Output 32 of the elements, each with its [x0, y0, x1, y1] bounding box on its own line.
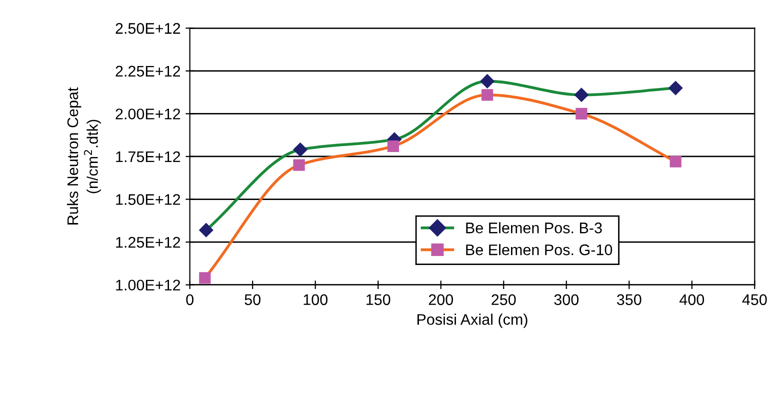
- x-tick-label: 100: [304, 294, 328, 306]
- y-tick-label: 1.50E+12: [116, 194, 180, 205]
- point: [198, 222, 214, 238]
- y-tick-label: 1.25E+12: [116, 236, 180, 248]
- point: [293, 159, 305, 171]
- point: [670, 156, 682, 168]
- x-tick-label: 0: [186, 294, 194, 306]
- x-tick-label: 450: [742, 294, 767, 306]
- y-tick-label: 2.25E+12: [116, 66, 180, 77]
- y-tick-label: 1.75E+12: [116, 151, 180, 162]
- point: [293, 142, 308, 157]
- y-tick-label: 1.00E+12: [116, 280, 180, 291]
- point: [576, 108, 588, 120]
- x-tick-label: 50: [244, 294, 260, 306]
- legend-label: Be Elemen Pos. B-3: [466, 222, 602, 234]
- y-tick-label: 2.00E+12: [116, 108, 180, 120]
- point: [199, 272, 211, 284]
- point: [668, 80, 683, 96]
- x-tick-label: 250: [492, 294, 516, 306]
- point: [387, 140, 399, 152]
- point: [480, 74, 495, 88]
- x-tick-label: 150: [366, 294, 390, 306]
- x-axis-title: Posisi Axial (cm): [417, 314, 528, 328]
- point: [574, 88, 589, 102]
- point: [482, 89, 494, 101]
- x-tick-label: 200: [428, 294, 454, 306]
- x-tick-label: 300: [554, 294, 579, 306]
- x-tick-label: 350: [616, 294, 642, 306]
- legend-label: Be Elemen Pos. G-10: [466, 244, 612, 256]
- y-tick-label: 2.50E+12: [116, 23, 180, 34]
- y-axis-title: Ruks Neutron Cepat (n/cm$^{2}$.dtk): [66, 87, 101, 224]
- x-tick-label: 400: [680, 294, 704, 306]
